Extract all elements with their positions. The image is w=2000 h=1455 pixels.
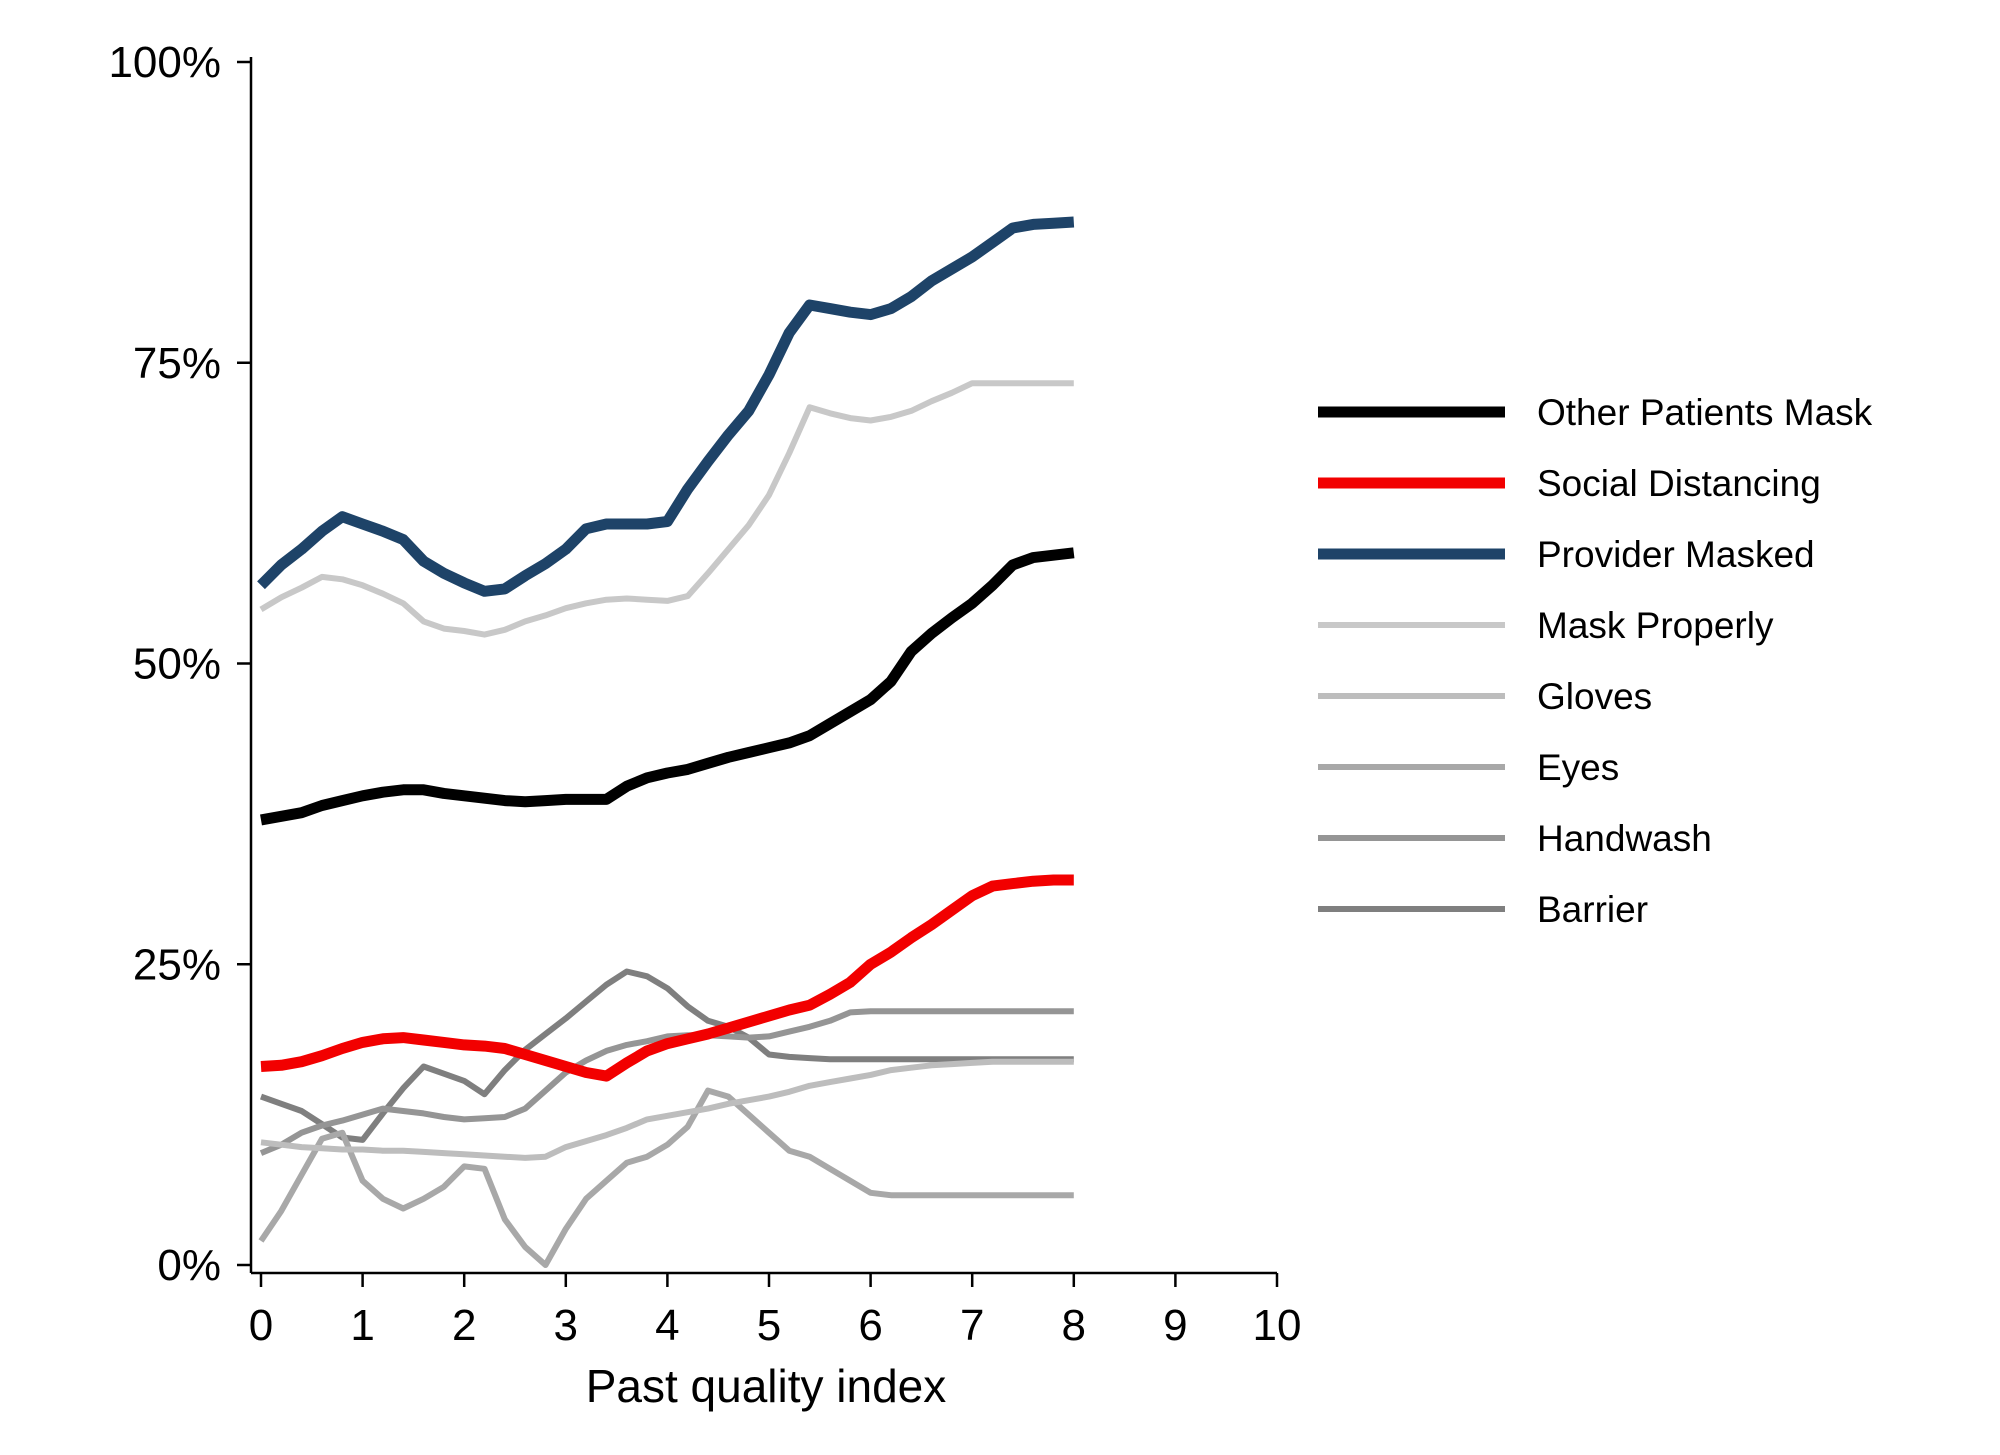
series-line-mask-properly [259,380,1074,638]
y-tick-label: 50% [133,640,221,689]
x-tick-label: 4 [655,1301,679,1350]
y-tick-label: 25% [133,940,221,989]
legend-label: Mask Properly [1537,605,1774,646]
y-tick-label: 75% [133,339,221,388]
x-tick-label: 8 [1062,1301,1086,1350]
x-tick-label: 9 [1163,1301,1187,1350]
x-tick-label: 3 [554,1301,578,1350]
legend-label: Other Patients Mask [1537,392,1873,433]
x-tick-label: 2 [452,1301,476,1350]
series-line-social-distancing [260,874,1074,1082]
axes [249,57,1277,1275]
x-tick-label: 7 [960,1301,984,1350]
x-tick-label: 10 [1253,1301,1302,1350]
legend-label: Eyes [1537,747,1619,788]
x-axis-label: Past quality index [586,1360,947,1412]
series-line-other-patients-mask [260,547,1075,826]
x-tick-label: 6 [858,1301,882,1350]
x-tick-label: 0 [249,1301,273,1350]
series-line-handwash [259,1008,1074,1156]
y-tick-label: 100% [108,38,221,87]
legend-label: Barrier [1537,889,1648,930]
series-line-provider-masked [257,216,1075,597]
legend-label: Gloves [1537,676,1652,717]
series-layer [257,216,1075,1268]
legend-label: Social Distancing [1537,463,1821,504]
series-line-gloves [260,1058,1074,1161]
legend: Other Patients Mask Social Distancing Prov… [1318,392,1873,930]
series-line-eyes [258,1087,1074,1268]
series-line-barrier [259,968,1074,1143]
legend-label: Handwash [1537,818,1712,859]
x-tick-label: 1 [350,1301,374,1350]
ticks: 0% 25% 50% 75% 100% 0 1 2 3 4 5 6 7 8 9 10 [108,38,1301,1350]
legend-label: Provider Masked [1537,534,1815,575]
x-tick-label: 5 [757,1301,781,1350]
y-tick-label: 0% [157,1241,221,1290]
